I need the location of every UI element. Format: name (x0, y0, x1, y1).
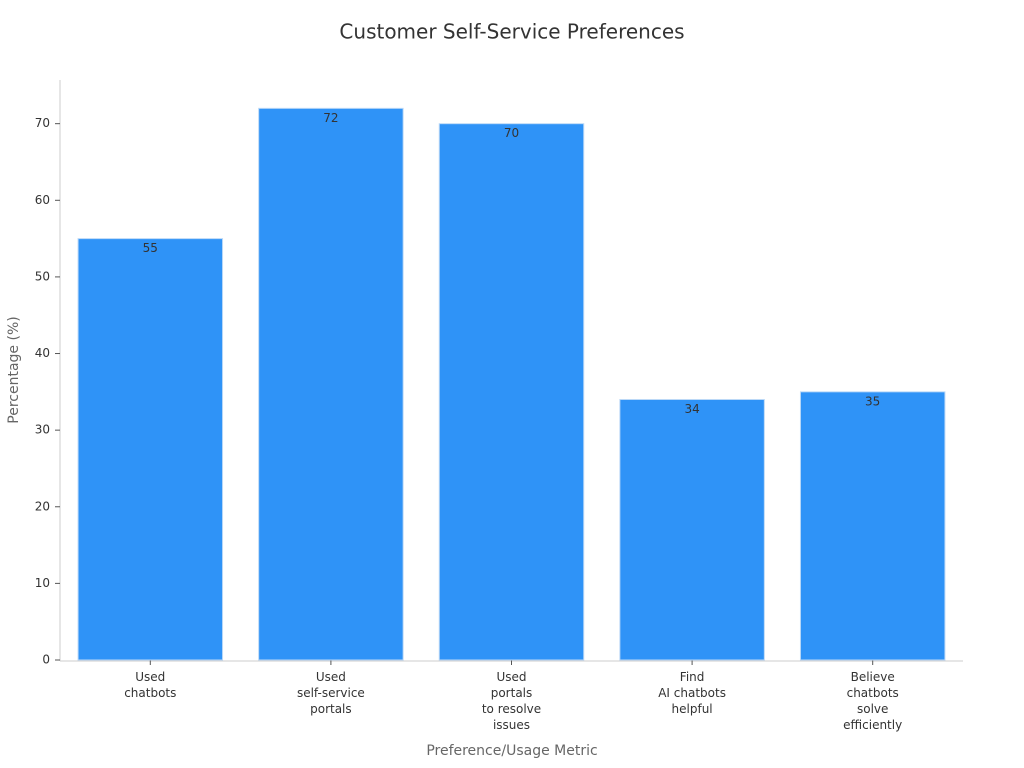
data-label: 34 (684, 402, 699, 416)
x-tick-label: Believe chatbots solve efficiently (843, 670, 903, 732)
bar (799, 391, 946, 661)
y-tick-label: 50 (35, 269, 50, 283)
y-tick-label: 70 (35, 116, 50, 130)
bar (438, 123, 585, 661)
x-axis-label: Preference/Usage Metric (426, 743, 597, 759)
y-tick-label: 0 (42, 653, 50, 667)
y-tick-label: 40 (35, 346, 50, 360)
bar (619, 398, 765, 661)
data-label: 35 (865, 394, 880, 408)
data-label: 70 (504, 126, 519, 140)
bar (77, 238, 224, 661)
chart-title: Customer Self-Service Preferences (339, 20, 684, 44)
x-tick-label: Find AI chatbots helpful (658, 670, 726, 716)
x-tick-label: Used self-service portals (296, 670, 365, 716)
data-label: 72 (323, 111, 338, 125)
x-tick-label: Used chatbots (124, 670, 177, 700)
x-tick-label: Used portals to resolve issues (481, 670, 542, 732)
y-tick-label: 30 (35, 423, 50, 437)
y-axis-label: Percentage (%) (6, 316, 22, 423)
y-tick-label: 10 (35, 576, 50, 590)
y-tick-label: 20 (35, 499, 50, 513)
data-label: 55 (143, 241, 158, 255)
bar (258, 107, 404, 661)
y-tick-label: 60 (35, 193, 50, 207)
